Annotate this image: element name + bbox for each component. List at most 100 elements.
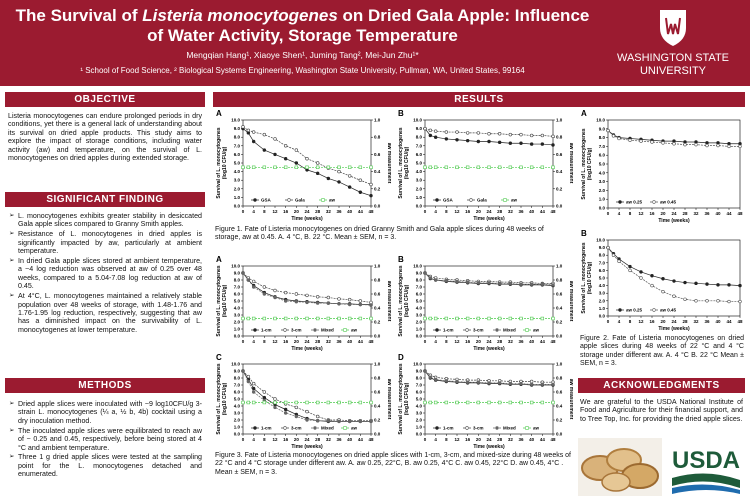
shield: [660, 10, 686, 46]
legend-marker: [503, 198, 507, 202]
point: [283, 400, 288, 405]
point: [444, 400, 449, 405]
point: [358, 299, 363, 303]
x-tick-label: 20: [476, 437, 482, 442]
legend-marker: [253, 198, 257, 202]
series-line: [424, 370, 553, 385]
x-tick-label: 4: [252, 339, 255, 344]
point: [694, 142, 698, 147]
y2-tick-label: 0.8: [374, 278, 381, 283]
point: [337, 302, 341, 306]
point: [428, 375, 433, 379]
y-tick-label: 10.0: [231, 264, 240, 269]
x-tick-label: 16: [465, 339, 471, 344]
x-tick-label: 32: [693, 211, 699, 216]
y2-tick-label: 0.4: [556, 169, 563, 174]
legend-marker: [465, 426, 469, 430]
point: [273, 288, 277, 293]
point: [251, 381, 256, 386]
y2-tick-label: 0.0: [556, 204, 563, 209]
section-heading: OBJECTIVE: [5, 92, 205, 107]
point: [273, 316, 277, 321]
point: [661, 141, 665, 145]
y-tick-label: 8.0: [234, 376, 241, 381]
x-tick-label: 12: [638, 211, 644, 216]
y-tick-label: 1.0: [416, 327, 423, 332]
y2-tick-label: 0.6: [556, 390, 563, 395]
point: [326, 316, 331, 321]
series-line: [242, 126, 372, 185]
point: [727, 283, 731, 287]
y-tick-label: 4.0: [234, 306, 241, 311]
point: [423, 165, 427, 170]
methods-list: Dried apple slices were inoculated with …: [8, 400, 202, 479]
x-tick-label: 28: [315, 209, 321, 214]
point: [672, 279, 676, 283]
y2-tick-label: 0.2: [556, 418, 563, 423]
y2-axis-label: aw measurement: [386, 281, 391, 322]
point: [444, 165, 449, 170]
x-tick-label: 8: [263, 209, 266, 214]
point: [251, 400, 256, 405]
series-line: [424, 128, 554, 137]
x-tick-label: 48: [737, 211, 743, 216]
point: [433, 400, 438, 405]
point: [455, 379, 459, 384]
point: [347, 165, 352, 170]
point: [294, 148, 299, 152]
point: [617, 259, 621, 263]
point: [487, 165, 491, 170]
point: [433, 129, 438, 133]
x-tick-label: 40: [715, 319, 721, 324]
panel-label: B: [581, 229, 587, 238]
x-tick-label: 24: [486, 437, 492, 442]
x-tick-label: 36: [336, 209, 342, 214]
point: [694, 299, 698, 303]
x-tick-label: 32: [508, 209, 514, 214]
x-tick-label: 4: [434, 437, 437, 442]
point: [315, 301, 320, 305]
x-tick-label: 48: [368, 437, 374, 442]
legend-label: Mixed: [503, 328, 516, 333]
figure-caption: Figure 3. Fate of Listeria monocytogenes…: [215, 452, 572, 476]
point: [551, 382, 555, 386]
point: [705, 143, 709, 148]
point: [251, 139, 256, 144]
point: [337, 169, 341, 174]
y-tick-label: 0.0: [234, 204, 241, 209]
y2-tick-label: 0.4: [556, 404, 563, 409]
y-axis-label: (log10 CFU/g): [222, 146, 228, 179]
figure-caption: Figure 2. Fate of Listeria monocytogenes…: [580, 335, 744, 368]
y-tick-label: 4.0: [234, 169, 241, 174]
x-tick-label: 20: [294, 209, 300, 214]
point: [428, 165, 433, 170]
y-tick-label: 0.0: [416, 334, 423, 339]
y-tick-label: 5.0: [416, 397, 423, 402]
y-tick-label: 9.0: [234, 126, 241, 131]
x-tick-label: 8: [629, 319, 632, 324]
point: [283, 299, 288, 303]
x-tick-label: 44: [358, 339, 364, 344]
chart: B0.01.02.03.04.05.06.07.08.09.010.00 4 8 12…: [581, 229, 743, 332]
y-tick-label: 4.0: [599, 283, 606, 288]
y2-axis-label: aw measurement: [568, 281, 573, 322]
title-text: on Dried Gala Apple: Influence of Water …: [147, 6, 590, 45]
legend-marker: [435, 426, 439, 430]
point: [294, 299, 299, 304]
panel-label: C: [216, 353, 222, 362]
point: [465, 316, 470, 321]
acknowledgment-images: USDA: [578, 438, 740, 496]
point: [246, 400, 251, 405]
y-axis-label: (log10 CFU/g): [404, 382, 410, 415]
x-tick-label: 20: [660, 211, 666, 216]
y-tick-label: 4.0: [416, 404, 423, 409]
x-tick-label: 32: [508, 339, 514, 344]
y-tick-label: 7.0: [416, 383, 423, 388]
x-tick-label: 0: [607, 211, 610, 216]
legend-marker: [283, 328, 287, 332]
y2-tick-label: 0.6: [556, 152, 563, 157]
point: [369, 182, 373, 187]
y-tick-label: 3.0: [416, 313, 423, 318]
x-tick-label: 8: [629, 211, 632, 216]
x-tick-label: 12: [454, 209, 460, 214]
